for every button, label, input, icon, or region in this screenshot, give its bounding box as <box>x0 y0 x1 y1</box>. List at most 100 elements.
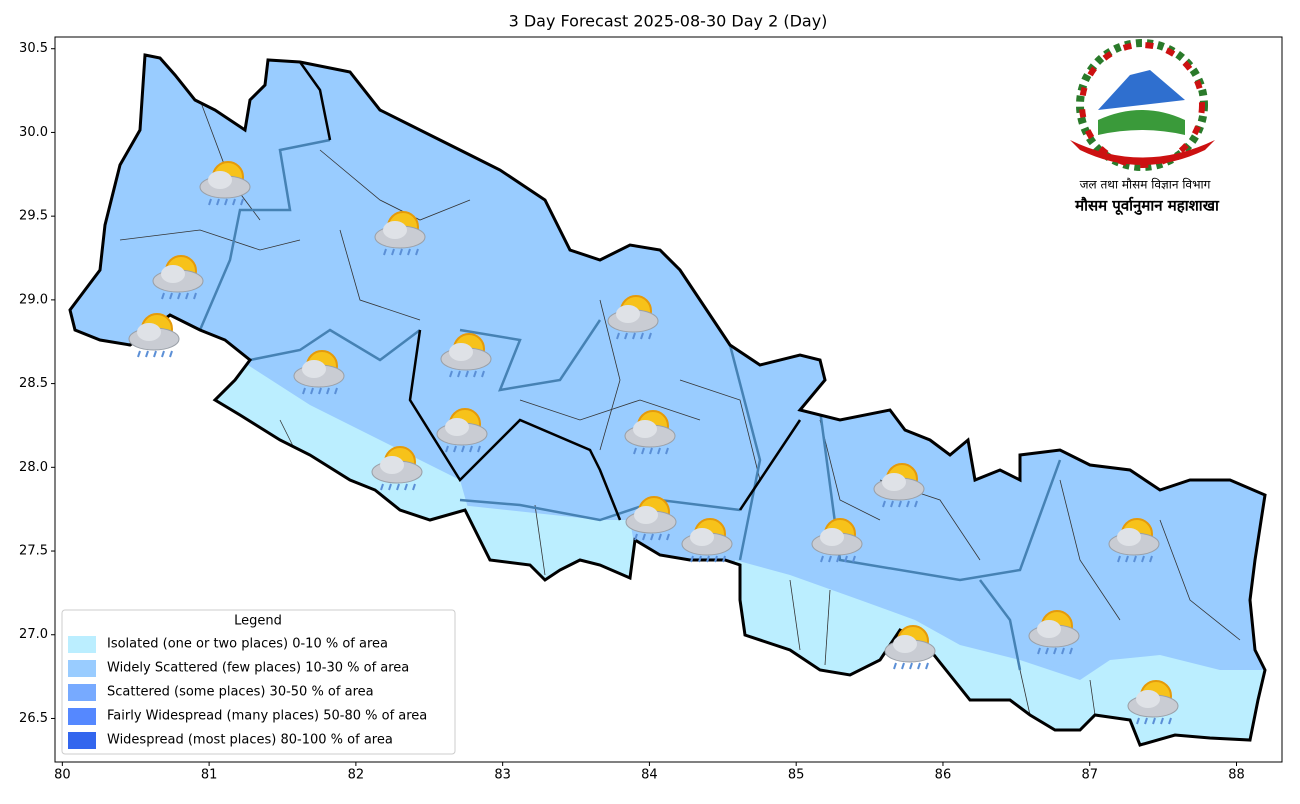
rain <box>1152 717 1156 725</box>
weather-icon <box>624 410 676 455</box>
x-tick-label: 83 <box>494 768 511 783</box>
rain <box>1069 647 1073 655</box>
rain <box>714 555 718 563</box>
legend-swatch <box>68 708 96 725</box>
logo: जल तथा मौसम विज्ञान विभाग मौसम पूर्वानुम… <box>1070 39 1220 216</box>
rain <box>465 370 469 378</box>
legend-swatch <box>68 636 96 653</box>
weather-icon <box>436 408 488 453</box>
rain <box>640 332 644 340</box>
map <box>68 53 1267 747</box>
rain <box>318 387 322 395</box>
rain <box>901 662 905 670</box>
rain <box>836 555 840 563</box>
rain <box>890 500 894 508</box>
rain <box>665 447 669 455</box>
rain <box>1144 717 1148 725</box>
rain <box>917 662 921 670</box>
rain <box>642 533 646 541</box>
x-tick-label: 86 <box>935 768 952 783</box>
rain <box>302 387 306 395</box>
rain <box>216 198 220 206</box>
weather-icons <box>128 161 1179 725</box>
cloud <box>383 221 407 239</box>
rain <box>449 370 453 378</box>
y-tick-label: 26.5 <box>19 711 48 726</box>
weather-icon <box>199 161 251 206</box>
rain <box>208 198 212 206</box>
cloud <box>616 305 640 323</box>
cloud <box>882 473 906 491</box>
rain <box>898 500 902 508</box>
rain <box>383 248 387 256</box>
weather-icon <box>374 211 426 256</box>
cloud <box>302 360 326 378</box>
rain <box>169 292 173 300</box>
rain <box>477 445 481 453</box>
rain <box>388 483 392 491</box>
legend-label: Widely Scattered (few places) 10-30 % of… <box>107 661 409 676</box>
rain <box>632 332 636 340</box>
rain <box>169 350 173 358</box>
province-border <box>298 61 332 141</box>
rain <box>893 662 897 670</box>
legend-label: Widespread (most places) 80-100 % of are… <box>107 733 393 748</box>
rain <box>828 555 832 563</box>
weather-icon <box>681 518 733 563</box>
rain <box>925 662 929 670</box>
rain <box>445 445 449 453</box>
plot-frame <box>54 36 1283 763</box>
rain <box>616 332 620 340</box>
legend-swatch <box>68 660 96 677</box>
rain <box>153 350 157 358</box>
weather-icon <box>371 446 423 491</box>
rain <box>391 248 395 256</box>
rain <box>650 533 654 541</box>
rain <box>641 447 645 455</box>
province-border <box>738 419 802 511</box>
region-scattered-few <box>410 300 1265 670</box>
rain <box>1125 555 1129 563</box>
rain <box>1053 647 1057 655</box>
rain <box>1160 717 1164 725</box>
rain <box>161 350 165 358</box>
rain <box>469 445 473 453</box>
rain <box>722 555 726 563</box>
legend-title: Legend <box>234 614 282 629</box>
legend-label: Scattered (some places) 30-50 % of area <box>107 685 374 700</box>
rain <box>1141 555 1145 563</box>
rain <box>224 198 228 206</box>
rain <box>326 387 330 395</box>
weather-icon <box>1127 680 1179 725</box>
rain <box>1149 555 1153 563</box>
rain <box>844 555 848 563</box>
rain <box>1037 647 1041 655</box>
x-tick-label: 85 <box>788 768 805 783</box>
cloud <box>1117 528 1141 546</box>
rain <box>415 248 419 256</box>
legend-swatch <box>68 732 96 749</box>
weather-icon <box>811 518 863 563</box>
rain <box>1133 555 1137 563</box>
legend-label: Isolated (one or two places) 0-10 % of a… <box>107 637 388 652</box>
rain <box>404 483 408 491</box>
weather-icon <box>607 295 659 340</box>
y-tick-label: 30.0 <box>19 125 48 140</box>
rain <box>1061 647 1065 655</box>
rain <box>698 555 702 563</box>
rain <box>906 500 910 508</box>
logo-text: मौसम पूर्वानुमान महाशाखा <box>1074 197 1220 216</box>
rain <box>137 350 141 358</box>
legend: Legend Isolated (one or two places) 0-10… <box>61 609 456 755</box>
weather-icon <box>440 333 492 378</box>
rain <box>634 533 638 541</box>
cloud <box>820 528 844 546</box>
y-tick-label: 28.0 <box>19 460 48 475</box>
weather-icon <box>884 625 936 670</box>
rain <box>412 483 416 491</box>
rain <box>193 292 197 300</box>
y-tick-label: 29.5 <box>19 209 48 224</box>
weather-icon <box>1028 610 1080 655</box>
cloud <box>445 418 469 436</box>
